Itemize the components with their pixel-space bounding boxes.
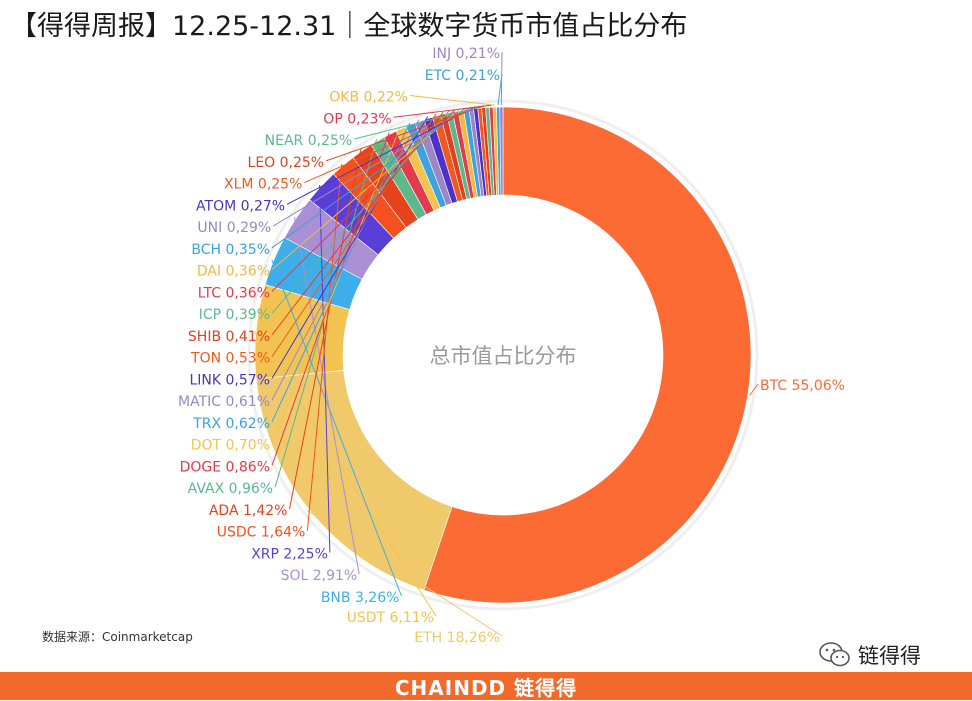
label-usdc: USDC 1,64% bbox=[217, 525, 306, 541]
leader-uni bbox=[272, 106, 472, 227]
leader-dai bbox=[271, 108, 461, 270]
center-label: 总市值占比分布 bbox=[430, 344, 577, 368]
label-op: OP 0,23% bbox=[323, 111, 391, 127]
leader-okb bbox=[409, 95, 495, 106]
slice-btc bbox=[423, 106, 752, 604]
label-xlm: XLM 0,25% bbox=[224, 177, 302, 193]
leader-ton bbox=[271, 113, 437, 357]
label-avax: AVAX 0,96% bbox=[188, 481, 273, 497]
slice-inj bbox=[499, 106, 504, 196]
ring-shadow bbox=[247, 99, 759, 611]
donut-chart: 总市值占比分布 BTC 55,06% ETH 18,26% USDT 6,11% BNB… bbox=[178, 46, 845, 646]
label-etc: ETC 0,21% bbox=[425, 68, 500, 84]
leader-sol bbox=[294, 216, 360, 575]
leader-xrp bbox=[319, 185, 331, 553]
label-xrp: XRP 2,25% bbox=[251, 546, 328, 562]
label-link: LINK 0,57% bbox=[189, 372, 270, 388]
leader-bch bbox=[271, 107, 467, 249]
label-sol: SOL 2,91% bbox=[281, 568, 358, 584]
label-ada: ADA 1,42% bbox=[209, 503, 288, 519]
label-doge: DOGE 0,86% bbox=[180, 459, 270, 475]
label-near: NEAR 0,25% bbox=[265, 133, 353, 149]
label-shib: SHIB 0,41% bbox=[188, 329, 270, 345]
leader-xlm bbox=[304, 105, 480, 184]
label-usdt: USDT 6,11% bbox=[347, 610, 434, 626]
leader-atom bbox=[286, 106, 476, 205]
leader-op bbox=[393, 104, 492, 118]
label-inj: INJ 0,21% bbox=[432, 46, 500, 62]
leader-dot bbox=[271, 126, 401, 444]
footer-brand: CHAINDD 链得得 bbox=[394, 675, 578, 700]
leader-bnb bbox=[271, 259, 402, 597]
leader-near bbox=[354, 105, 488, 140]
label-bch: BCH 0,35% bbox=[191, 242, 270, 258]
label-ton: TON 0,53% bbox=[190, 351, 270, 367]
leader-usdt bbox=[253, 330, 437, 617]
label-uni: UNI 0,29% bbox=[197, 220, 271, 236]
label-dot: DOT 0,70% bbox=[191, 438, 270, 454]
label-atom: ATOM 0,27% bbox=[196, 198, 285, 214]
label-matic: MATIC 0,61% bbox=[178, 394, 270, 410]
data-source: 数据来源：Coinmarketcap bbox=[42, 630, 193, 644]
wechat-icon bbox=[819, 642, 850, 667]
label-leo: LEO 0,25% bbox=[248, 155, 325, 171]
label-btc: BTC 55,06% bbox=[760, 378, 845, 394]
label-okb: OKB 0,22% bbox=[329, 90, 408, 106]
leader-btc bbox=[749, 383, 759, 396]
wechat-account: 链得得 bbox=[818, 640, 921, 670]
leader-link bbox=[271, 116, 429, 379]
label-trx: TRX 0,62% bbox=[192, 416, 270, 432]
label-bnb: BNB 3,26% bbox=[321, 590, 400, 606]
leader-trx bbox=[271, 122, 411, 423]
footer-band: CHAINDD 链得得 bbox=[0, 672, 972, 700]
page-title: 【得得周报】12.25-12.31｜全球数字货币市值占比分布 bbox=[10, 11, 688, 42]
label-dai: DAI 0,36% bbox=[197, 264, 270, 280]
leader-eth bbox=[307, 510, 503, 637]
label-eth: ETH 18,26% bbox=[414, 630, 500, 646]
label-ltc: LTC 0,36% bbox=[198, 285, 270, 301]
leader-leo bbox=[325, 105, 484, 162]
leader-usdc bbox=[306, 163, 343, 531]
leader-matic bbox=[271, 119, 420, 401]
wechat-account-name: 链得得 bbox=[858, 644, 921, 668]
leader-inj bbox=[500, 51, 503, 106]
leader-ada bbox=[288, 149, 362, 510]
label-icp: ICP 0,39% bbox=[199, 307, 270, 323]
